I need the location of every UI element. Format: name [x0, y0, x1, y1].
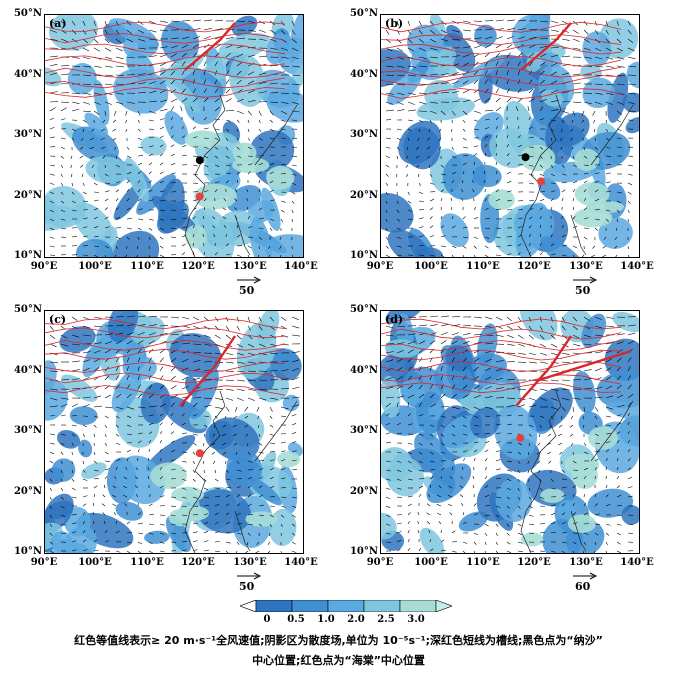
lat-label-30n-d: 30°N	[349, 425, 378, 436]
reference-vector-arrow-c	[237, 572, 262, 580]
wind-speed-contours	[45, 318, 286, 397]
trough-line	[184, 22, 236, 71]
lat-label-30n-c: 30°N	[13, 425, 42, 436]
colorbar-tick-0-5: 0.5	[287, 614, 305, 625]
lon-label-140e-a: 140°E	[284, 261, 318, 272]
lat-label-40n-c: 40°N	[13, 365, 42, 376]
reference-vector-value-b: 50	[575, 284, 591, 297]
lon-label-120e-d: 120°E	[517, 557, 551, 568]
lon-label-100e-b: 100°E	[414, 261, 448, 272]
lon-label-130e-b: 130°E	[569, 261, 603, 272]
lat-label-40n-b: 40°N	[349, 69, 378, 80]
wind-vectors	[385, 19, 637, 257]
map-plot-b: (b)	[380, 14, 640, 258]
wind-speed-contours	[381, 21, 622, 99]
map-plot-d: (d)	[380, 310, 640, 554]
reference-vector-arrow-d	[573, 572, 598, 580]
panel-label-d: (d)	[385, 313, 404, 326]
map-d-svg	[381, 311, 639, 553]
colorbar-tick-3-0: 3.0	[407, 614, 425, 625]
lon-label-130e-c: 130°E	[233, 557, 267, 568]
divergence-shading	[45, 311, 303, 553]
coastline	[184, 390, 298, 553]
wind-speed-contours	[45, 21, 286, 98]
lat-label-10n-d: 10°N	[349, 546, 378, 557]
reference-vector-value-c: 50	[239, 580, 255, 593]
lat-label-10n-c: 10°N	[13, 546, 42, 557]
haitang-center-marker	[537, 177, 545, 186]
lon-label-130e-a: 130°E	[233, 261, 267, 272]
nesat-center-marker	[521, 153, 530, 162]
colorbar-tick-0: 0	[263, 614, 271, 625]
colorbar-tick-2-5: 2.5	[377, 614, 395, 625]
map-plot-a: (a)	[44, 14, 304, 258]
lon-label-90e-b: 90°E	[366, 261, 394, 272]
colorbar-tick-2-0: 2.0	[347, 614, 365, 625]
lon-label-90e-c: 90°E	[30, 557, 58, 568]
lat-label-40n-a: 40°N	[13, 69, 42, 80]
divergence-shading	[381, 15, 639, 257]
lon-label-140e-c: 140°E	[284, 557, 318, 568]
panel-label-b: (b)	[385, 17, 404, 30]
lat-label-30n-a: 30°N	[13, 129, 42, 140]
panel-label-c: (c)	[49, 313, 67, 326]
lat-label-50n-a: 50°N	[13, 8, 42, 19]
map-a-svg	[45, 15, 303, 257]
lat-label-40n-d: 40°N	[349, 365, 378, 376]
lat-label-20n-b: 20°N	[349, 190, 378, 201]
lon-label-100e-d: 100°E	[414, 557, 448, 568]
coastline	[520, 390, 634, 553]
trough-line	[515, 335, 632, 407]
reference-vector-arrow-a	[237, 276, 262, 284]
lat-label-10n-a: 10°N	[13, 250, 42, 261]
lat-label-50n-b: 50°N	[349, 8, 378, 19]
haitang-center-marker	[195, 192, 204, 201]
colorbar-tick-1-0: 1.0	[317, 614, 335, 625]
map-plot-c: (c)	[44, 310, 304, 554]
lon-label-120e-b: 120°E	[517, 261, 551, 272]
lon-label-90e-d: 90°E	[366, 557, 394, 568]
divergence-colorbar	[240, 600, 452, 612]
lon-label-120e-a: 120°E	[181, 261, 215, 272]
wind-vectors	[385, 315, 637, 553]
lat-label-20n-c: 20°N	[13, 486, 42, 497]
lat-label-30n-b: 30°N	[349, 129, 378, 140]
reference-vector-arrow-b	[573, 276, 598, 284]
lon-label-100e-c: 100°E	[78, 557, 112, 568]
lon-label-110e-d: 110°E	[466, 557, 500, 568]
lon-label-110e-b: 110°E	[466, 261, 500, 272]
lon-label-110e-a: 110°E	[130, 261, 164, 272]
haitang-center-marker	[195, 449, 204, 458]
lon-label-120e-c: 120°E	[181, 557, 215, 568]
reference-vector-value-d: 60	[575, 580, 591, 593]
map-b-svg	[381, 15, 639, 257]
map-c-svg	[45, 311, 303, 553]
lat-label-20n-d: 20°N	[349, 486, 378, 497]
nesat-center-marker	[195, 156, 204, 165]
trough-line	[179, 335, 236, 407]
coastline	[184, 94, 298, 257]
lat-label-20n-a: 20°N	[13, 190, 42, 201]
divergence-shading	[45, 15, 303, 257]
lon-label-110e-c: 110°E	[130, 557, 164, 568]
figure-caption-line-2: 中心位置;红色点为“海棠”中心位置	[252, 654, 425, 667]
wind-speed-contours	[381, 318, 622, 394]
wind-vectors	[49, 19, 300, 257]
lon-label-140e-b: 140°E	[620, 261, 654, 272]
figure-caption-line-1: 红色等值线表示≥ 20 m·s⁻¹全风速值;阴影区为散度场,单位为 10⁻⁵s⁻…	[74, 634, 603, 647]
lon-label-130e-d: 130°E	[569, 557, 603, 568]
lat-label-50n-d: 50°N	[349, 304, 378, 315]
lon-label-90e-a: 90°E	[30, 261, 58, 272]
trough-line	[520, 22, 572, 71]
haitang-center-marker	[516, 434, 525, 443]
panel-label-a: (a)	[49, 17, 67, 30]
lon-label-140e-d: 140°E	[620, 557, 654, 568]
coastline	[520, 94, 634, 257]
lat-label-10n-b: 10°N	[349, 250, 378, 261]
lat-label-50n-c: 50°N	[13, 304, 42, 315]
reference-vector-value-a: 50	[239, 284, 255, 297]
lon-label-100e-a: 100°E	[78, 261, 112, 272]
divergence-shading	[381, 311, 639, 553]
wind-vectors	[49, 315, 301, 553]
